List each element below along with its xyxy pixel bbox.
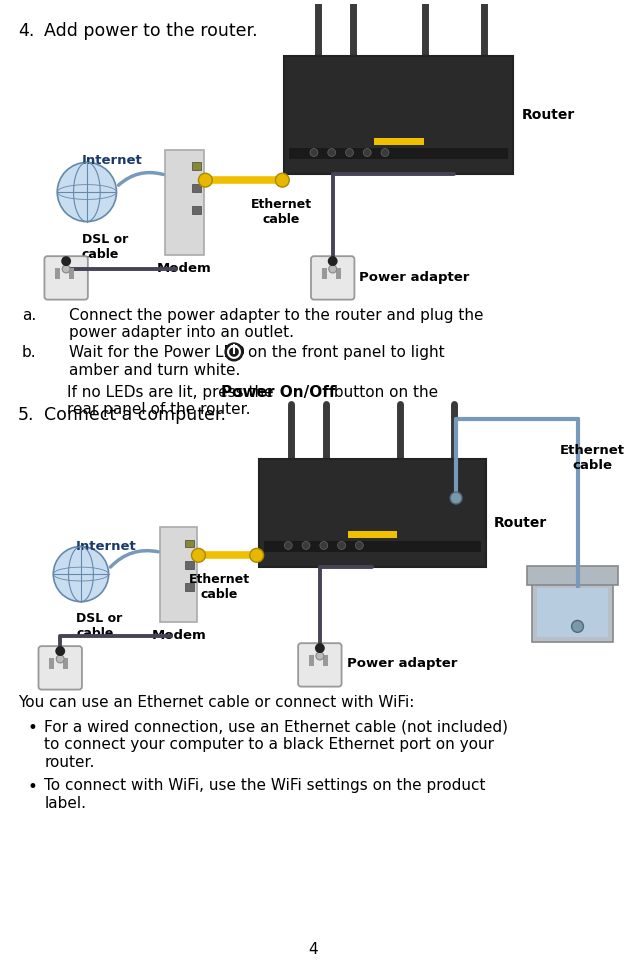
Text: button on the: button on the [329,384,438,400]
Circle shape [62,265,70,273]
FancyBboxPatch shape [258,458,486,567]
Bar [69,268,74,279]
Bar [347,531,397,538]
Text: Internet: Internet [76,539,137,553]
Text: For a wired connection, use an Ethernet cable (not included): For a wired connection, use an Ethernet … [44,719,509,734]
Bar [336,268,340,279]
Text: to connect your computer to a black Ethernet port on your: to connect your computer to a black Ethe… [44,737,495,752]
FancyBboxPatch shape [44,256,88,299]
Bar [55,268,60,279]
Text: 5.: 5. [18,406,34,425]
Text: power adapter into an outlet.: power adapter into an outlet. [69,325,294,341]
Circle shape [320,541,328,549]
Text: Modem: Modem [157,262,212,275]
Text: If no LEDs are lit, press the: If no LEDs are lit, press the [67,384,279,400]
FancyBboxPatch shape [165,150,204,255]
Bar [374,138,424,145]
Text: label.: label. [44,796,86,812]
Bar [192,162,201,170]
FancyBboxPatch shape [298,644,342,687]
Text: DSL or
cable: DSL or cable [76,612,123,640]
Text: 4.: 4. [18,22,34,41]
Circle shape [302,541,310,549]
Text: router.: router. [44,755,95,770]
FancyBboxPatch shape [284,56,513,175]
Circle shape [450,492,462,504]
Text: amber and turn white.: amber and turn white. [69,363,241,378]
FancyBboxPatch shape [39,647,82,690]
Circle shape [57,162,116,222]
Text: Ethernet
cable: Ethernet cable [251,198,312,226]
Circle shape [328,256,338,266]
Text: Connect a computer.: Connect a computer. [44,406,227,425]
Text: 4: 4 [308,942,318,957]
Text: •: • [28,719,37,737]
Bar [322,268,327,279]
Circle shape [310,149,318,156]
Text: Router: Router [493,515,547,530]
Circle shape [315,644,324,653]
Text: Power adapter: Power adapter [359,271,470,285]
FancyBboxPatch shape [532,583,613,642]
Bar [323,655,328,666]
Text: You can use an Ethernet cable or connect with WiFi:: You can use an Ethernet cable or connect… [18,696,414,710]
Text: Modem: Modem [151,629,206,643]
Bar [192,184,201,192]
Text: To connect with WiFi, use the WiFi settings on the product: To connect with WiFi, use the WiFi setti… [44,779,486,793]
Circle shape [284,541,292,549]
Text: Ethernet
cable: Ethernet cable [189,573,250,601]
Circle shape [57,655,64,663]
Circle shape [53,546,109,602]
FancyBboxPatch shape [527,566,618,585]
Text: Router: Router [521,108,575,122]
Circle shape [572,620,584,632]
Text: Internet: Internet [82,154,143,168]
Bar [185,583,194,591]
Circle shape [276,174,290,187]
Circle shape [316,652,324,660]
Text: b.: b. [22,345,36,360]
Bar [50,658,55,669]
FancyBboxPatch shape [160,527,197,622]
Circle shape [192,548,205,563]
FancyBboxPatch shape [537,588,608,637]
Text: Connect the power adapter to the router and plug the: Connect the power adapter to the router … [69,308,484,322]
Bar [309,655,314,666]
Circle shape [250,548,264,563]
Text: on the front panel to light: on the front panel to light [248,345,444,360]
Text: Ethernet
cable: Ethernet cable [560,444,625,472]
Text: Power adapter: Power adapter [347,657,457,671]
Bar [185,539,194,547]
Circle shape [345,149,354,156]
Text: Wait for the Power LED: Wait for the Power LED [69,345,245,360]
Circle shape [363,149,371,156]
Circle shape [356,541,363,549]
Circle shape [381,149,389,156]
FancyBboxPatch shape [311,256,354,299]
Bar [63,658,68,669]
Text: Power On/Off: Power On/Off [221,384,336,400]
Bar [192,206,201,213]
Text: a.: a. [22,308,36,322]
Bar [185,562,194,569]
Text: rear panel of the router.: rear panel of the router. [67,402,251,417]
Circle shape [328,149,336,156]
Circle shape [61,256,71,266]
Text: Add power to the router.: Add power to the router. [44,22,258,41]
Circle shape [225,343,243,361]
Circle shape [55,647,65,656]
Text: DSL or
cable: DSL or cable [82,234,128,262]
Circle shape [329,265,337,273]
Bar [264,540,481,552]
Circle shape [198,174,212,187]
Bar [290,148,509,159]
Circle shape [338,541,345,549]
Text: •: • [28,779,37,796]
